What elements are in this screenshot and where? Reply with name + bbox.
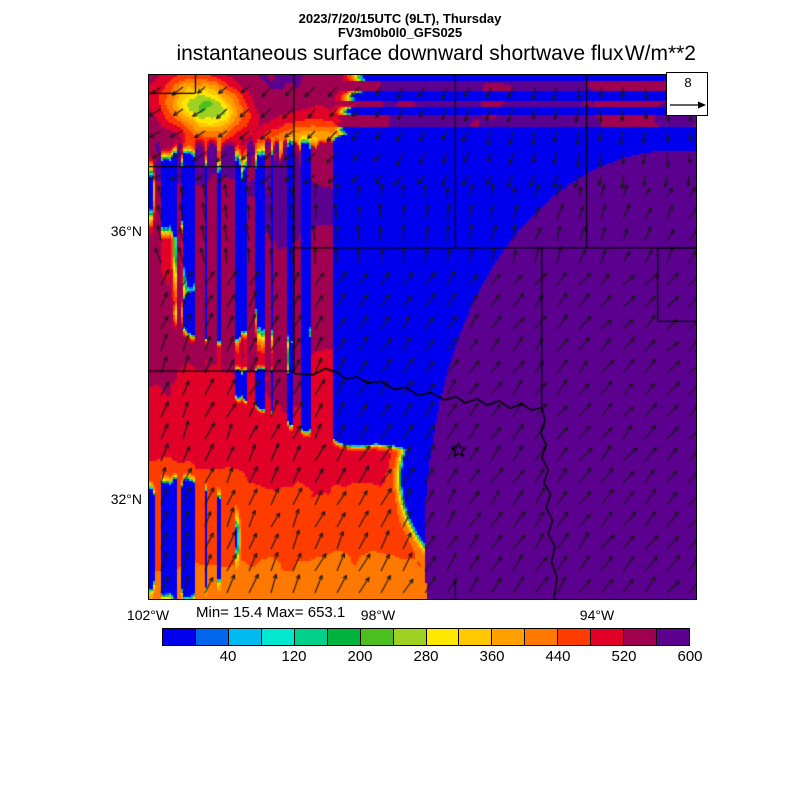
axis-label-lon-98: 98°W: [360, 607, 396, 623]
colorbar-tick-labels: 40 120 200 280 360 440 520 600: [162, 648, 703, 668]
axis-label-lon-102: 102°W: [126, 607, 170, 623]
colorbar-segment: [624, 629, 658, 645]
min-max-annotation: Min= 15.4 Max= 653.1: [196, 604, 346, 621]
plot-title: instantaneous surface downward shortwave…: [176, 42, 624, 65]
colorbar-segment: [492, 629, 526, 645]
header-datetime: 2023/7/20/15UTC (9LT), Thursday: [298, 11, 502, 26]
colorbar-segment: [360, 629, 394, 645]
colorbar[interactable]: [162, 628, 690, 646]
header-model-label: FV3m0b0l0_GFS025: [337, 25, 463, 40]
colorbar-tick-label: 120: [281, 648, 307, 665]
colorbar-tick-label: 200: [347, 648, 373, 665]
colorbar-segment: [163, 629, 196, 645]
colorbar-tick-label: 520: [611, 648, 637, 665]
axis-label-lat-36: 36°N: [110, 223, 142, 239]
right-arrow-icon: [670, 101, 706, 109]
reference-vector-value: 8: [684, 75, 692, 90]
axis-label-lon-94: 94°W: [579, 607, 615, 623]
colorbar-segment: [657, 629, 689, 645]
colorbar-segment: [591, 629, 625, 645]
colorbar-tick-label: 440: [545, 648, 571, 665]
colorbar-segment: [327, 629, 361, 645]
colorbar-segment: [525, 629, 559, 645]
map-plot-area[interactable]: [148, 74, 697, 600]
plot-units-label: W/m**2: [624, 42, 696, 65]
colorbar-tick-label: 40: [219, 648, 237, 665]
colorbar-segment: [459, 629, 493, 645]
axis-label-lat-32: 32°N: [110, 491, 142, 507]
colorbar-segment: [393, 629, 427, 645]
colorbar-tick-label: 280: [413, 648, 439, 665]
colorbar-segment: [558, 629, 592, 645]
colorbar-segment: [294, 629, 328, 645]
colorbar-tick-label: 360: [479, 648, 505, 665]
state-border-overlay: [149, 75, 696, 599]
colorbar-tick-label: 600: [677, 648, 703, 665]
colorbar-segment: [426, 629, 460, 645]
colorbar-segment: [261, 629, 295, 645]
colorbar-segment: [195, 629, 229, 645]
colorbar-segment: [228, 629, 262, 645]
reference-vector-legend: 8: [666, 72, 708, 116]
